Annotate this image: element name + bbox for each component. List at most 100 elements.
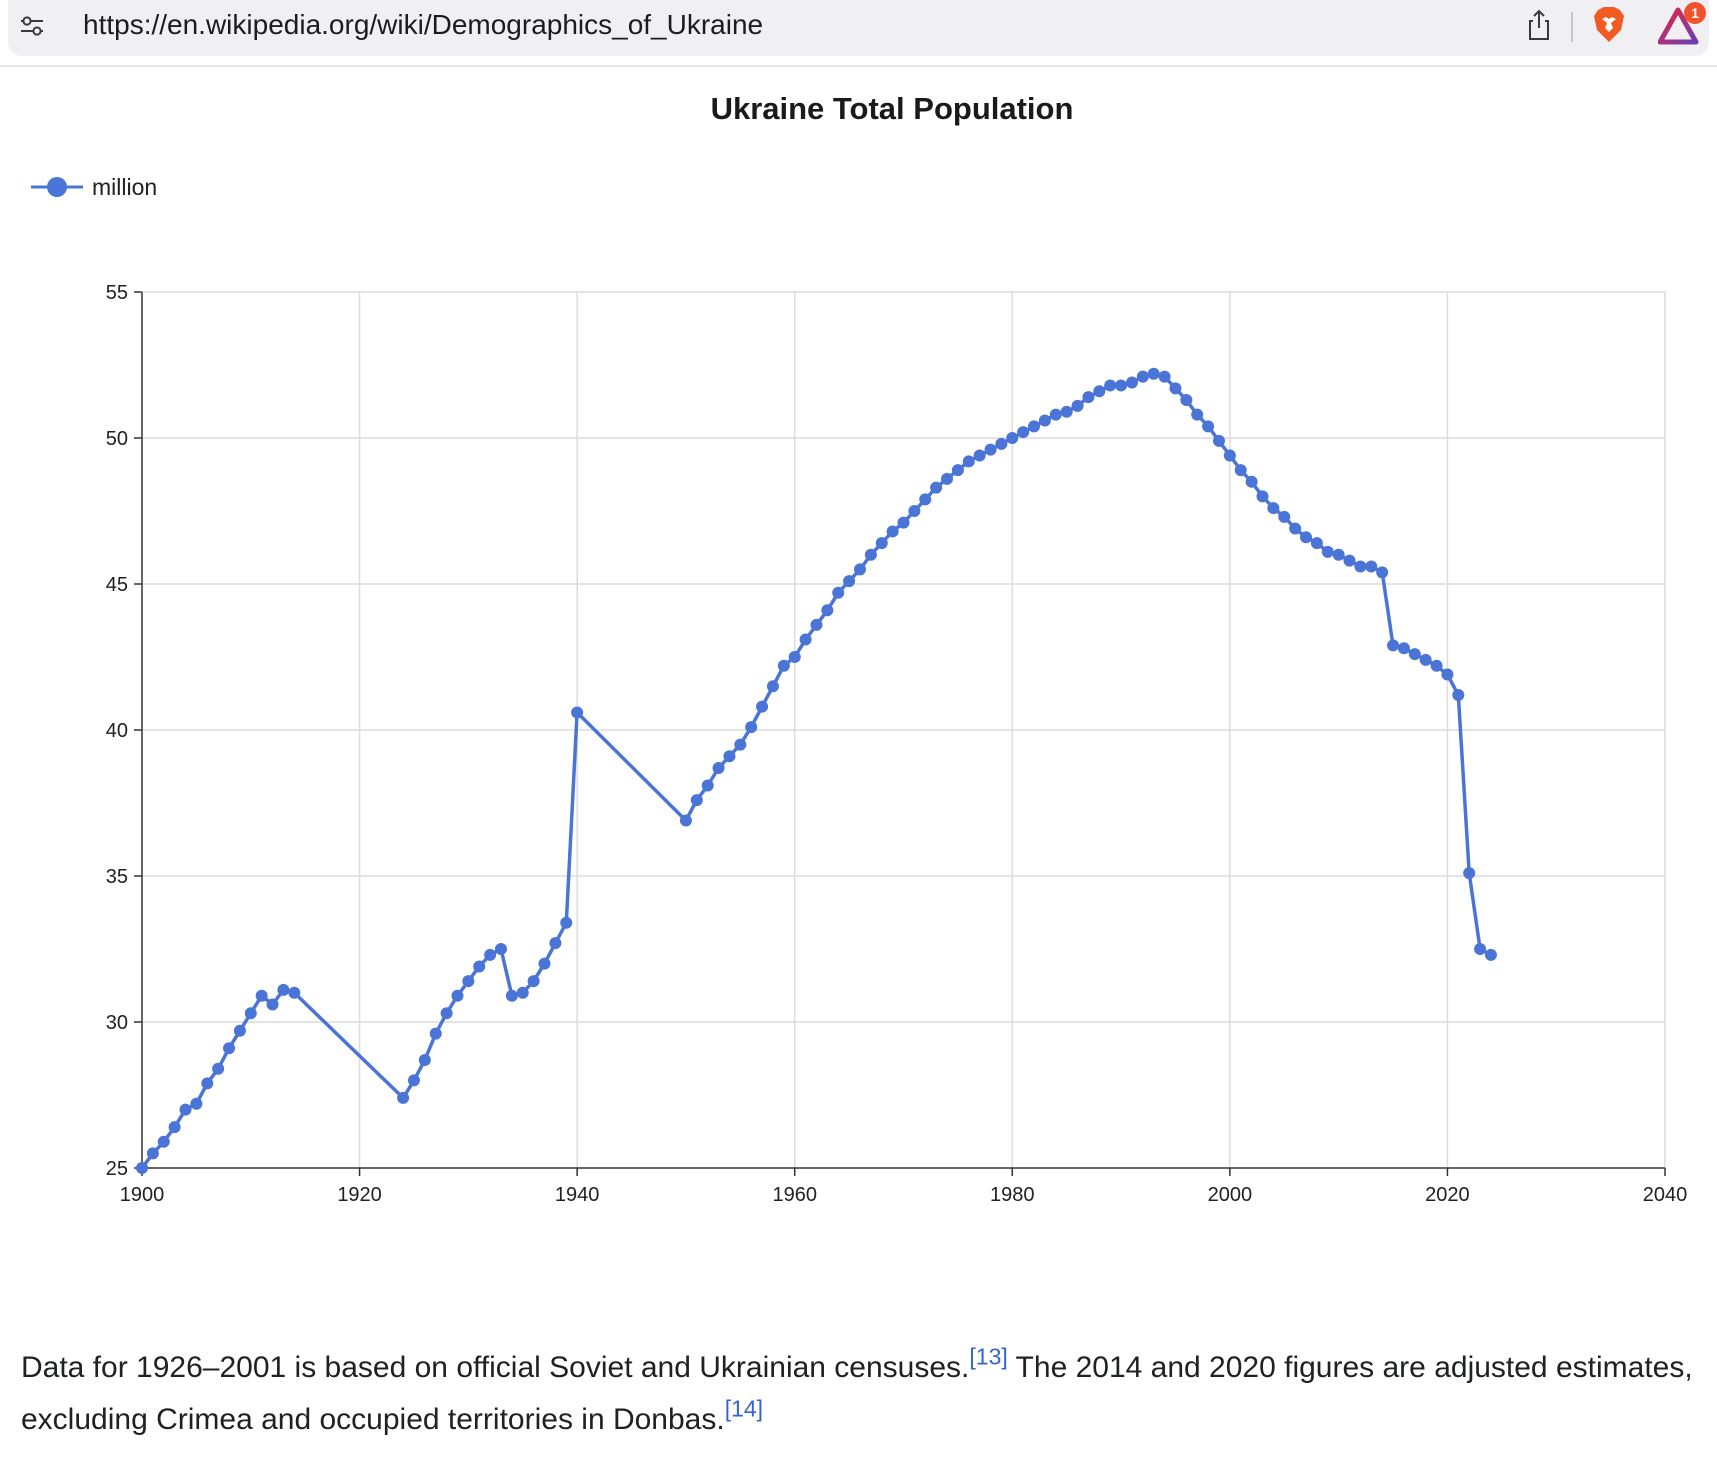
data-point[interactable]: [1365, 560, 1378, 573]
data-point[interactable]: [1376, 566, 1389, 579]
data-point[interactable]: [1441, 668, 1454, 681]
data-point[interactable]: [407, 1074, 420, 1087]
brave-rewards-icon[interactable]: [1658, 6, 1702, 46]
data-point[interactable]: [1463, 867, 1476, 880]
data-point[interactable]: [505, 989, 518, 1002]
data-point[interactable]: [1267, 502, 1280, 515]
data-point[interactable]: [1180, 394, 1193, 407]
data-point[interactable]: [1354, 560, 1367, 573]
data-point[interactable]: [723, 750, 736, 763]
data-point[interactable]: [745, 721, 758, 734]
data-point[interactable]: [810, 618, 823, 631]
data-point[interactable]: [1245, 475, 1258, 488]
data-point[interactable]: [853, 563, 866, 576]
data-point[interactable]: [1038, 414, 1051, 427]
brave-lion-icon[interactable]: [1592, 6, 1626, 44]
data-point[interactable]: [788, 651, 801, 663]
data-point[interactable]: [1049, 408, 1062, 421]
data-point[interactable]: [451, 989, 464, 1002]
data-point[interactable]: [1332, 548, 1345, 561]
data-point[interactable]: [734, 738, 747, 751]
data-point[interactable]: [1397, 642, 1410, 655]
data-point[interactable]: [1125, 376, 1138, 389]
share-icon[interactable]: [1524, 8, 1554, 42]
data-point[interactable]: [973, 449, 986, 462]
data-point[interactable]: [462, 975, 475, 988]
data-point[interactable]: [777, 659, 790, 672]
data-point[interactable]: [1408, 648, 1421, 661]
data-point[interactable]: [941, 472, 954, 485]
data-point[interactable]: [962, 455, 975, 468]
data-point[interactable]: [1419, 653, 1432, 666]
data-point[interactable]: [168, 1121, 181, 1134]
data-point[interactable]: [1093, 385, 1106, 398]
data-point[interactable]: [1060, 405, 1073, 418]
data-point[interactable]: [1321, 545, 1334, 558]
data-point[interactable]: [1158, 370, 1171, 383]
data-point[interactable]: [843, 575, 856, 588]
data-point[interactable]: [190, 1097, 203, 1110]
data-point[interactable]: [418, 1053, 431, 1066]
data-point[interactable]: [919, 493, 932, 506]
data-point[interactable]: [1474, 943, 1487, 955]
url-field[interactable]: https://en.wikipedia.org/wiki/Demographi…: [83, 9, 764, 40]
data-point[interactable]: [201, 1077, 214, 1090]
data-point[interactable]: [212, 1062, 225, 1075]
data-point[interactable]: [886, 525, 899, 538]
data-point[interactable]: [712, 761, 725, 774]
data-point[interactable]: [1136, 370, 1149, 383]
data-point[interactable]: [516, 986, 529, 999]
data-point[interactable]: [560, 916, 573, 929]
data-point[interactable]: [1202, 420, 1215, 433]
data-point[interactable]: [1430, 659, 1443, 672]
data-point[interactable]: [1234, 464, 1247, 477]
data-point[interactable]: [701, 779, 714, 792]
data-point[interactable]: [277, 983, 290, 996]
data-point[interactable]: [1071, 399, 1084, 412]
data-point[interactable]: [1310, 537, 1323, 550]
data-point[interactable]: [984, 443, 997, 456]
data-point[interactable]: [484, 948, 497, 961]
data-point[interactable]: [1028, 420, 1041, 433]
data-point[interactable]: [255, 989, 268, 1002]
data-point[interactable]: [1256, 490, 1269, 503]
data-point[interactable]: [897, 516, 910, 529]
data-point[interactable]: [1212, 434, 1225, 447]
data-point[interactable]: [266, 998, 279, 1011]
data-point[interactable]: [951, 464, 964, 477]
data-point[interactable]: [429, 1027, 442, 1040]
data-point[interactable]: [799, 633, 812, 646]
data-point[interactable]: [157, 1135, 170, 1148]
data-point[interactable]: [223, 1042, 236, 1055]
data-point[interactable]: [1343, 554, 1356, 567]
data-point[interactable]: [1104, 379, 1117, 392]
data-point[interactable]: [179, 1103, 192, 1116]
data-point[interactable]: [1289, 522, 1302, 535]
data-point[interactable]: [1278, 510, 1291, 523]
data-point[interactable]: [995, 437, 1008, 450]
data-point[interactable]: [1006, 432, 1019, 444]
data-point[interactable]: [690, 794, 703, 807]
data-point[interactable]: [244, 1007, 257, 1020]
data-point[interactable]: [233, 1024, 246, 1037]
citation-13-link[interactable]: [13]: [969, 1343, 1008, 1370]
citation-14-link[interactable]: [14]: [724, 1395, 764, 1422]
data-point[interactable]: [1082, 391, 1095, 404]
data-point[interactable]: [930, 481, 943, 494]
data-point[interactable]: [1223, 449, 1236, 462]
data-point[interactable]: [538, 957, 551, 970]
data-point[interactable]: [440, 1007, 453, 1020]
legend[interactable]: million: [31, 174, 157, 200]
data-point[interactable]: [1169, 382, 1182, 395]
data-point[interactable]: [1300, 531, 1313, 544]
data-point[interactable]: [473, 960, 486, 973]
data-point[interactable]: [527, 975, 540, 988]
data-point[interactable]: [1115, 379, 1128, 392]
data-point[interactable]: [1484, 948, 1497, 961]
data-point[interactable]: [1147, 367, 1160, 380]
data-point[interactable]: [136, 1162, 148, 1174]
data-point[interactable]: [1452, 688, 1465, 701]
data-point[interactable]: [146, 1147, 159, 1160]
data-point[interactable]: [832, 586, 845, 599]
data-point[interactable]: [1191, 408, 1204, 421]
